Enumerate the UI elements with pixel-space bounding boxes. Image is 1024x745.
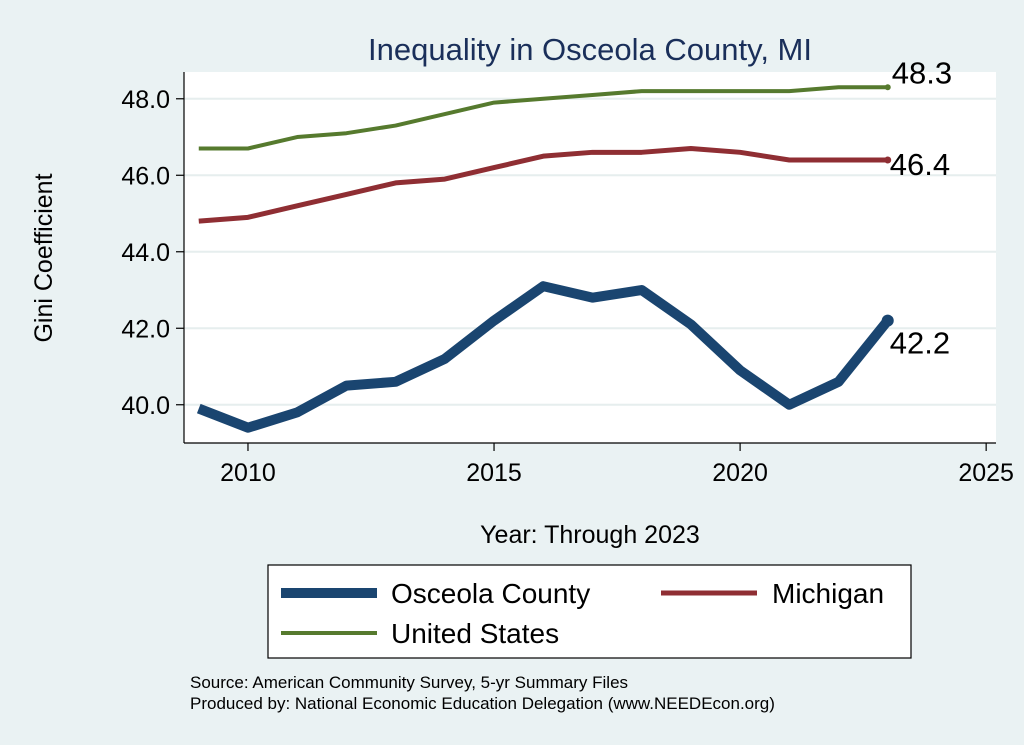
y-tick-label: 42.0 (121, 315, 170, 343)
y-tick-label: 40.0 (121, 392, 170, 420)
legend-label-united-states: United States (391, 618, 559, 649)
x-tick-label: 2020 (712, 459, 768, 487)
legend-label-michigan: Michigan (772, 578, 884, 609)
legend-box (267, 564, 912, 659)
legend: Osceola County Michigan United States (267, 564, 912, 659)
y-axis-ticks: 40.0 42.0 44.0 46.0 48.0 (121, 86, 184, 420)
end-labels: 42.2 46.4 48.3 (890, 55, 952, 360)
x-tick-label: 2015 (466, 459, 522, 487)
end-label-osceola: 42.2 (890, 326, 950, 361)
series-end-point (884, 156, 892, 164)
y-axis-title: Gini Coefficient (30, 173, 58, 342)
series-line-united-states (198, 85, 888, 151)
source-note: Source: American Community Survey, 5-yr … (190, 673, 628, 692)
y-tick-label: 44.0 (121, 239, 170, 267)
series-line-osceola (196, 281, 892, 433)
x-tick-label: 2010 (220, 459, 276, 487)
end-label-michigan: 46.4 (890, 147, 950, 182)
x-tick-label: 2025 (958, 459, 1014, 487)
series-layer (196, 84, 894, 433)
x-axis-ticks: 2010 2015 2020 2025 (220, 443, 1014, 487)
y-tick-label: 48.0 (121, 86, 170, 114)
gridlines (184, 97, 996, 406)
x-axis-title: Year: Through 2023 (480, 521, 700, 549)
end-label-united-states: 48.3 (892, 55, 952, 90)
produced-by-note: Produced by: National Economic Education… (190, 694, 775, 713)
series-end-point (884, 84, 891, 91)
legend-label-osceola: Osceola County (391, 578, 590, 609)
plot-area (184, 72, 996, 443)
chart-title: Inequality in Osceola County, MI (368, 32, 812, 67)
series-end-point (881, 314, 894, 327)
series-line-michigan (198, 145, 888, 224)
y-tick-label: 46.0 (121, 162, 170, 190)
